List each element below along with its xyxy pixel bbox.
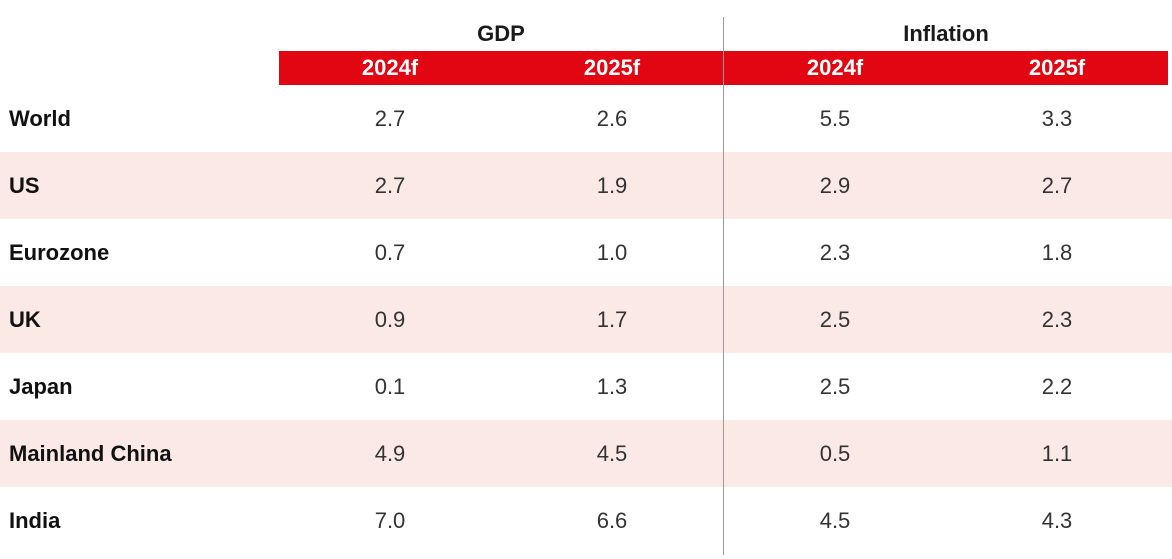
inflation-2025-cell: 2.2 [1041,374,1073,399]
inflation-year-2025-header: 2025f [1028,55,1086,80]
row-label: Japan [9,374,73,399]
table-row-eurozone: Eurozone 0.7 1.0 2.3 1.8 [0,219,1172,286]
gdp-2024-cell: 0.1 [374,374,406,399]
row-label: Mainland China [9,441,172,466]
inflation-2025-cell: 3.3 [1041,106,1073,131]
group-header-inflation: Inflation [903,21,989,46]
row-label: US [9,173,40,198]
gdp-2024-cell: 0.7 [374,240,406,265]
table-row-india: India 7.0 6.6 4.5 4.3 [0,487,1172,554]
inflation-2024-cell: 2.9 [819,173,851,198]
gdp-2025-cell: 1.3 [596,374,628,399]
table-row-uk: UK 0.9 1.7 2.5 2.3 [0,286,1172,353]
gdp-2025-cell: 4.5 [596,441,628,466]
inflation-2025-cell: 2.3 [1041,307,1073,332]
gdp-2025-cell: 2.6 [596,106,628,131]
group-divider-line [723,17,724,555]
gdp-2025-cell: 6.6 [596,508,628,533]
inflation-2024-cell: 4.5 [819,508,851,533]
inflation-2025-cell: 1.1 [1041,441,1073,466]
gdp-2024-cell: 4.9 [374,441,406,466]
inflation-2024-cell: 2.3 [819,240,851,265]
inflation-2024-cell: 0.5 [819,441,851,466]
gdp-2024-cell: 2.7 [374,173,406,198]
gdp-year-2024-header: 2024f [361,55,419,80]
group-header-gdp: GDP [477,21,525,46]
gdp-2024-cell: 2.7 [374,106,406,131]
inflation-header-band [724,51,1168,85]
row-label: UK [9,307,41,332]
row-label: India [9,508,61,533]
gdp-2025-cell: 1.7 [596,307,628,332]
gdp-2024-cell: 7.0 [374,508,406,533]
row-label: World [9,106,71,131]
inflation-year-2024-header: 2024f [806,55,864,80]
column-group-header-row: GDP Inflation [0,18,1172,50]
inflation-2025-cell: 1.8 [1041,240,1073,265]
table-row-mainland-china: Mainland China 4.9 4.5 0.5 1.1 [0,420,1172,487]
row-label: Eurozone [9,240,110,265]
inflation-2025-cell: 4.3 [1041,508,1073,533]
gdp-year-2025-header: 2025f [583,55,641,80]
table-row-us: US 2.7 1.9 2.9 2.7 [0,152,1172,219]
gdp-2024-cell: 0.9 [374,307,406,332]
inflation-2024-cell: 2.5 [819,307,851,332]
gdp-2025-cell: 1.9 [596,173,628,198]
inflation-2024-cell: 5.5 [819,106,851,131]
inflation-2024-cell: 2.5 [819,374,851,399]
table-row-japan: Japan 0.1 1.3 2.5 2.2 [0,353,1172,420]
year-header-row: 2024f 2025f 2024f 2025f [0,51,1172,85]
inflation-2025-cell: 2.7 [1041,173,1073,198]
gdp-header-band [279,51,723,85]
table-row-world: World 2.7 2.6 5.5 3.3 [0,85,1172,152]
gdp-2025-cell: 1.0 [596,240,628,265]
